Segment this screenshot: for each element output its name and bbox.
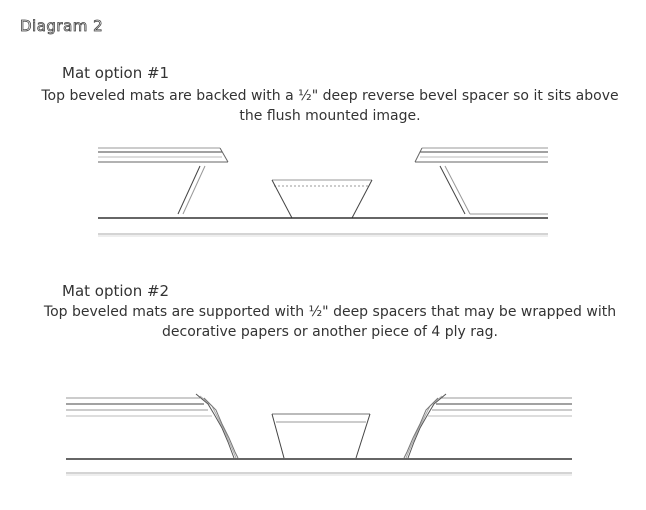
option1-title: Mat option #1 — [62, 64, 170, 82]
option1-image — [271, 179, 373, 219]
option2-left-mat — [66, 393, 239, 459]
option2-description: Top beveled mats are supported with ½" d… — [43, 304, 617, 340]
option2-title: Mat option #2 — [62, 282, 170, 300]
option2-right-mat — [403, 393, 572, 459]
option1-description: Top beveled mats are backed with a ½" de… — [41, 88, 619, 124]
diagram-label: Diagram 2 — [20, 17, 104, 36]
option1-right-mat — [414, 147, 548, 215]
option2-cross-section — [66, 393, 572, 476]
option2-image — [271, 413, 371, 459]
option1-left-mat — [98, 147, 229, 215]
option1-cross-section — [98, 147, 548, 237]
